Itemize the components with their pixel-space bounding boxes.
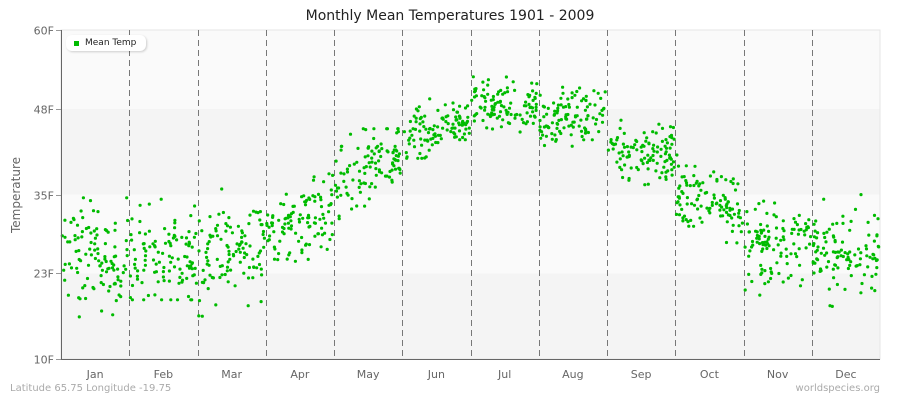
svg-text:Nov: Nov — [767, 368, 789, 381]
svg-text:May: May — [357, 368, 380, 381]
svg-text:10F: 10F — [34, 354, 54, 367]
svg-text:Jun: Jun — [427, 368, 445, 381]
y-axis-ticks: 10F 23F 35F 48F 60F — [34, 25, 61, 367]
location-caption: Latitude 65.75 Longitude -19.75 — [10, 383, 172, 394]
svg-text:Aug: Aug — [562, 368, 583, 381]
svg-text:Feb: Feb — [154, 368, 173, 381]
month-dividers — [129, 30, 813, 359]
svg-text:Jul: Jul — [497, 368, 511, 381]
svg-text:48F: 48F — [34, 104, 54, 117]
legend-label: Mean Temp — [85, 38, 137, 48]
source-caption: worldspecies.org — [795, 383, 880, 394]
svg-text:35F: 35F — [34, 190, 54, 203]
svg-text:Oct: Oct — [700, 368, 720, 381]
x-axis-labels: Jan Feb Mar Apr May Jun Jul Aug Sep Oct Nov Dec — [86, 368, 857, 381]
svg-text:60F: 60F — [34, 25, 54, 38]
chart-title: Monthly Mean Temperatures 1901 - 2009 — [305, 8, 595, 24]
legend-swatch-icon — [74, 40, 79, 46]
svg-text:23F: 23F — [34, 268, 54, 281]
svg-text:Jan: Jan — [86, 368, 104, 381]
background-bands — [60, 29, 881, 360]
svg-text:Sep: Sep — [631, 368, 652, 381]
svg-text:Dec: Dec — [835, 368, 856, 381]
svg-text:Mar: Mar — [221, 368, 242, 381]
svg-text:Apr: Apr — [290, 368, 310, 381]
data-points — [60, 75, 881, 319]
axes — [61, 30, 880, 360]
legend: Mean Temp — [66, 35, 147, 51]
